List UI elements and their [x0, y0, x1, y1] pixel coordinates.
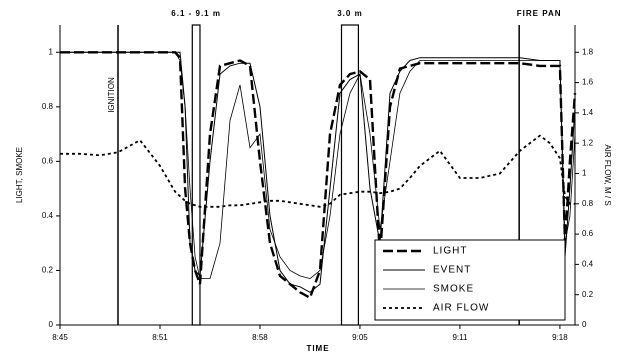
- y2-tick-label: 1.4: [582, 108, 594, 117]
- y2-tick-label: 1.6: [582, 78, 594, 87]
- band-label: 6.1 - 9.1 m: [171, 9, 221, 18]
- y2-tick-label: 1.8: [582, 47, 594, 56]
- y2-tick-label: 1.2: [582, 138, 594, 147]
- band: [191, 24, 201, 326]
- legend-label: EVENT: [433, 265, 471, 276]
- y-tick-label: 0.6: [42, 156, 54, 165]
- legend-label: AIR FLOW: [433, 303, 489, 314]
- x-tick-label: 9:11: [452, 333, 468, 342]
- y2-tick-label: 0.6: [582, 229, 594, 238]
- y-axis-label: LIGHT, SMOKE: [15, 147, 24, 203]
- marker-label: IGNITION: [107, 77, 116, 113]
- y-tick-label: 0: [49, 320, 54, 329]
- series-line: [60, 134, 575, 208]
- y2-tick-label: 1: [582, 169, 587, 178]
- legend-box: [374, 239, 566, 321]
- marker-label: FIRE PAN: [517, 9, 562, 18]
- legend-label: LIGHT: [433, 246, 467, 257]
- x-tick-label: 8:58: [252, 333, 268, 342]
- y2-tick-label: 0.8: [582, 199, 594, 208]
- band-label: 3.0 m: [337, 9, 362, 18]
- y2-tick-label: 0: [582, 320, 587, 329]
- y-tick-label: 1: [49, 47, 54, 56]
- y-tick-label: 0.2: [42, 266, 54, 275]
- legend-label: SMOKE: [433, 284, 474, 295]
- y2-axis-label: AIR FLOW, M / S: [603, 144, 612, 205]
- y2-tick-label: 0.4: [582, 260, 594, 269]
- series-line: [60, 51, 576, 280]
- x-tick-label: 8:45: [52, 333, 68, 342]
- x-axis-label: TIME: [306, 344, 329, 353]
- x-tick-label: 8:51: [152, 333, 168, 342]
- y2-tick-label: 0.2: [582, 290, 594, 299]
- y-tick-label: 0.8: [42, 102, 54, 111]
- series-line: [60, 51, 576, 293]
- x-tick-label: 9:05: [352, 333, 368, 342]
- y-tick-label: 0.4: [42, 211, 54, 220]
- x-tick-label: 9:18: [552, 333, 568, 342]
- band: [340, 24, 360, 326]
